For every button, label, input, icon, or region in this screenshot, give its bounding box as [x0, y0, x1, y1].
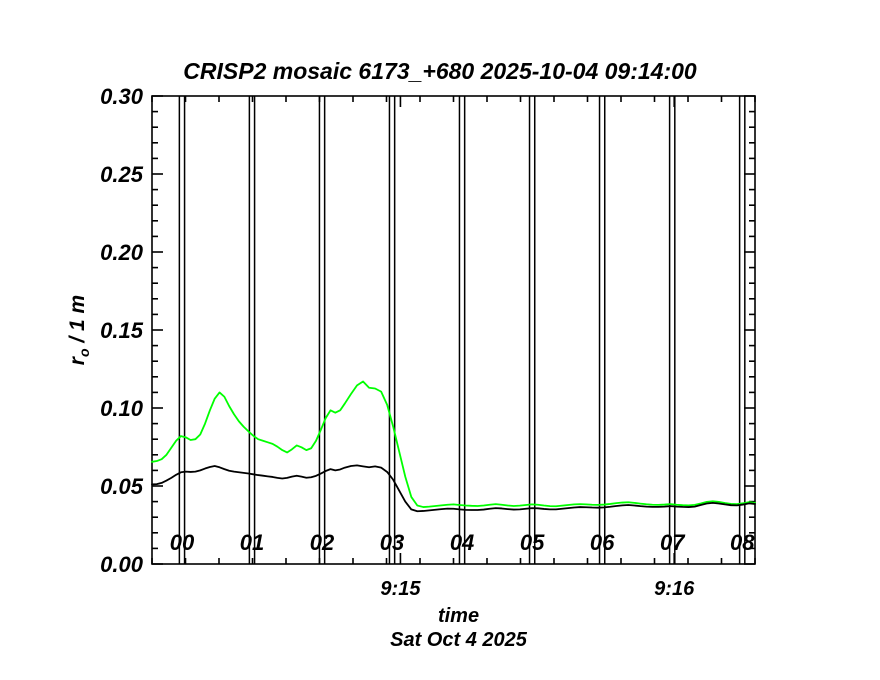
scan-marker-label-01: 01 [240, 530, 264, 555]
y-axis-title: ro / 1 m [66, 295, 92, 365]
scan-marker-label-04: 04 [450, 530, 474, 555]
y-tick-label: 0.15 [100, 318, 144, 343]
y-tick-label: 0.20 [100, 240, 144, 265]
x-axis-ticks [151, 96, 756, 564]
series-line-black [151, 464, 756, 513]
scan-marker-label-07: 07 [660, 530, 686, 555]
y-axis-ticks [152, 95, 755, 565]
y-tick-label: 0.05 [100, 474, 144, 499]
plot-frame [151, 95, 756, 565]
scan-marker-labels: 00 01 02 03 04 05 06 07 08 [170, 530, 755, 555]
date-subtitle: Sat Oct 4 2025 [390, 629, 528, 651]
series-line-green [151, 380, 756, 508]
x-tick-labels: 9:15 9:16 [380, 578, 695, 600]
y-tick-labels: 0.00 0.05 0.10 0.15 0.20 0.25 0.30 [100, 84, 144, 577]
x-tick-label: 9:16 [654, 578, 695, 600]
scan-marker-label-02: 02 [310, 530, 335, 555]
page-title: CRISP2 mosaic 6173_+680 2025-10-04 09:14… [183, 58, 697, 84]
y-tick-label: 0.25 [100, 162, 144, 187]
y-tick-label: 0.00 [100, 552, 144, 577]
scan-marker-label-05: 05 [520, 530, 545, 555]
scan-marker-label-00: 00 [170, 530, 195, 555]
x-axis-title: time [438, 605, 479, 627]
y-tick-label: 0.10 [100, 396, 144, 421]
scan-marker-label-06: 06 [590, 530, 615, 555]
y-tick-label: 0.30 [100, 84, 144, 109]
data-series [151, 380, 756, 513]
scan-marker-label-03: 03 [380, 530, 404, 555]
scan-marker-label-08: 08 [730, 530, 755, 555]
x-tick-label: 9:15 [380, 578, 421, 600]
scan-marker-lines [178, 96, 746, 564]
